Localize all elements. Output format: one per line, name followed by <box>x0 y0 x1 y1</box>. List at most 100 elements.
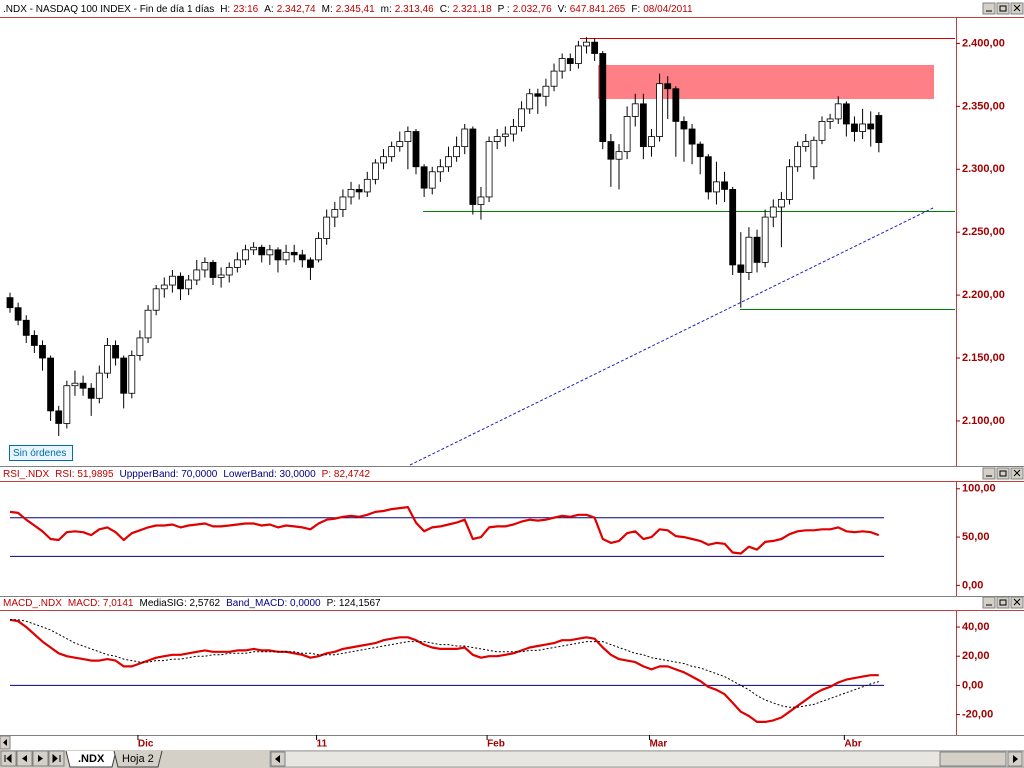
candle-body <box>39 345 46 359</box>
candle-body <box>737 264 745 273</box>
candle-body <box>810 139 818 168</box>
tab[interactable] <box>113 750 163 768</box>
candle-body <box>282 251 290 261</box>
h-scrollbar[interactable] <box>269 750 1024 768</box>
candle-body <box>469 128 477 205</box>
candle-body <box>388 146 396 158</box>
arrow-icon <box>4 753 12 764</box>
candle-body <box>47 357 54 412</box>
candle-body <box>266 249 274 256</box>
candle-body <box>14 307 22 321</box>
candle-body <box>144 309 152 339</box>
candle-body <box>355 189 363 193</box>
candle-body <box>55 410 63 424</box>
x-tick-label: Mar <box>649 739 667 750</box>
x-tick-label: Dic <box>138 739 154 750</box>
candle-body <box>566 58 574 64</box>
header-label: P : <box>498 4 510 15</box>
candle-body <box>404 131 412 142</box>
candle-body <box>120 357 128 394</box>
trend-line <box>409 207 934 466</box>
candle-body <box>631 103 639 117</box>
candle-body <box>534 93 542 97</box>
scroll-thumb[interactable] <box>939 751 1007 767</box>
arrow-icon <box>22 755 27 762</box>
tab-label: .NDX <box>78 753 105 765</box>
y-tick-label: 0,00 <box>962 679 983 691</box>
window-icon <box>999 5 1007 12</box>
window-button[interactable] <box>982 596 996 609</box>
candle-body <box>607 141 615 160</box>
header-label: UppperBand: 70,0000 <box>120 469 218 480</box>
window-button[interactable] <box>982 467 996 480</box>
header-label: MediaSIG: 2,5762 <box>140 598 221 609</box>
candle-body <box>136 337 144 356</box>
candle-body <box>696 143 704 158</box>
candle-body <box>152 288 160 311</box>
candle-body <box>380 156 387 164</box>
header-value: 2.342,74 <box>277 4 316 15</box>
candle-body <box>193 269 201 281</box>
window-icon <box>1013 4 1021 12</box>
candle-body <box>818 121 826 141</box>
candle-body <box>177 275 184 290</box>
header-value: 2.032,76 <box>513 4 552 15</box>
candle-body <box>71 382 79 387</box>
candle-body <box>290 251 298 256</box>
candle-body <box>339 196 347 210</box>
candle-body <box>875 115 883 144</box>
candle-body <box>510 126 517 135</box>
candle-body <box>599 53 607 142</box>
tab-label: Hoja 2 <box>122 753 154 765</box>
resistance-zone <box>598 65 934 99</box>
candle-body <box>688 128 696 145</box>
window-button[interactable] <box>996 2 1010 15</box>
candle-body <box>396 141 404 148</box>
header-label: C: <box>440 4 450 15</box>
window-button[interactable] <box>996 596 1010 609</box>
candle-body <box>331 209 339 218</box>
tab-active[interactable] <box>65 750 117 768</box>
candle-body <box>168 275 176 286</box>
candle-body <box>63 385 71 424</box>
status-box[interactable] <box>9 445 73 461</box>
candle-body <box>274 249 282 261</box>
header-label: RSI_.NDX <box>3 469 49 480</box>
header-label: A: <box>264 4 273 15</box>
window-button[interactable] <box>982 2 996 15</box>
candle-body <box>729 189 737 266</box>
y-tick-label: 2.400,00 <box>962 37 1005 49</box>
candle-body <box>842 103 850 125</box>
series-line <box>9 618 879 723</box>
candle-body <box>786 166 793 200</box>
candle-body <box>315 238 322 261</box>
header-value: 2.345,41 <box>336 4 375 15</box>
y-tick-label: 2.300,00 <box>962 163 1005 175</box>
header-value: 23:16 <box>233 4 258 15</box>
arrow-icon <box>3 739 7 746</box>
window-button[interactable] <box>996 467 1010 480</box>
header-label: P: 124,1567 <box>327 598 381 609</box>
candle-body <box>834 103 842 120</box>
x-tick-label: Feb <box>487 739 505 750</box>
candle-body <box>867 123 875 130</box>
header-label: m: <box>381 4 392 15</box>
header-value: 08/04/2011 <box>643 4 693 15</box>
header-label: RSI: 51,9895 <box>55 469 114 480</box>
candle-body <box>412 131 420 168</box>
candle-body <box>648 136 655 148</box>
candle-body <box>95 372 103 399</box>
y-tick-label: 0,00 <box>962 579 983 591</box>
header-value: 647.841.265 <box>570 4 626 15</box>
candle-body <box>30 334 38 346</box>
candle-body <box>656 83 663 137</box>
header-value: 2.313,46 <box>395 4 434 15</box>
y-tick-label: 2.100,00 <box>962 415 1005 427</box>
panel-header: .NDX - NASDAQ 100 INDEX - Fin de día 1 d… <box>3 4 693 15</box>
candle-body <box>575 45 582 64</box>
candle-body <box>160 284 168 290</box>
series-line <box>9 506 880 555</box>
y-tick-label: 2.200,00 <box>962 289 1005 301</box>
candle-body <box>778 199 785 208</box>
candle-body <box>859 123 866 132</box>
